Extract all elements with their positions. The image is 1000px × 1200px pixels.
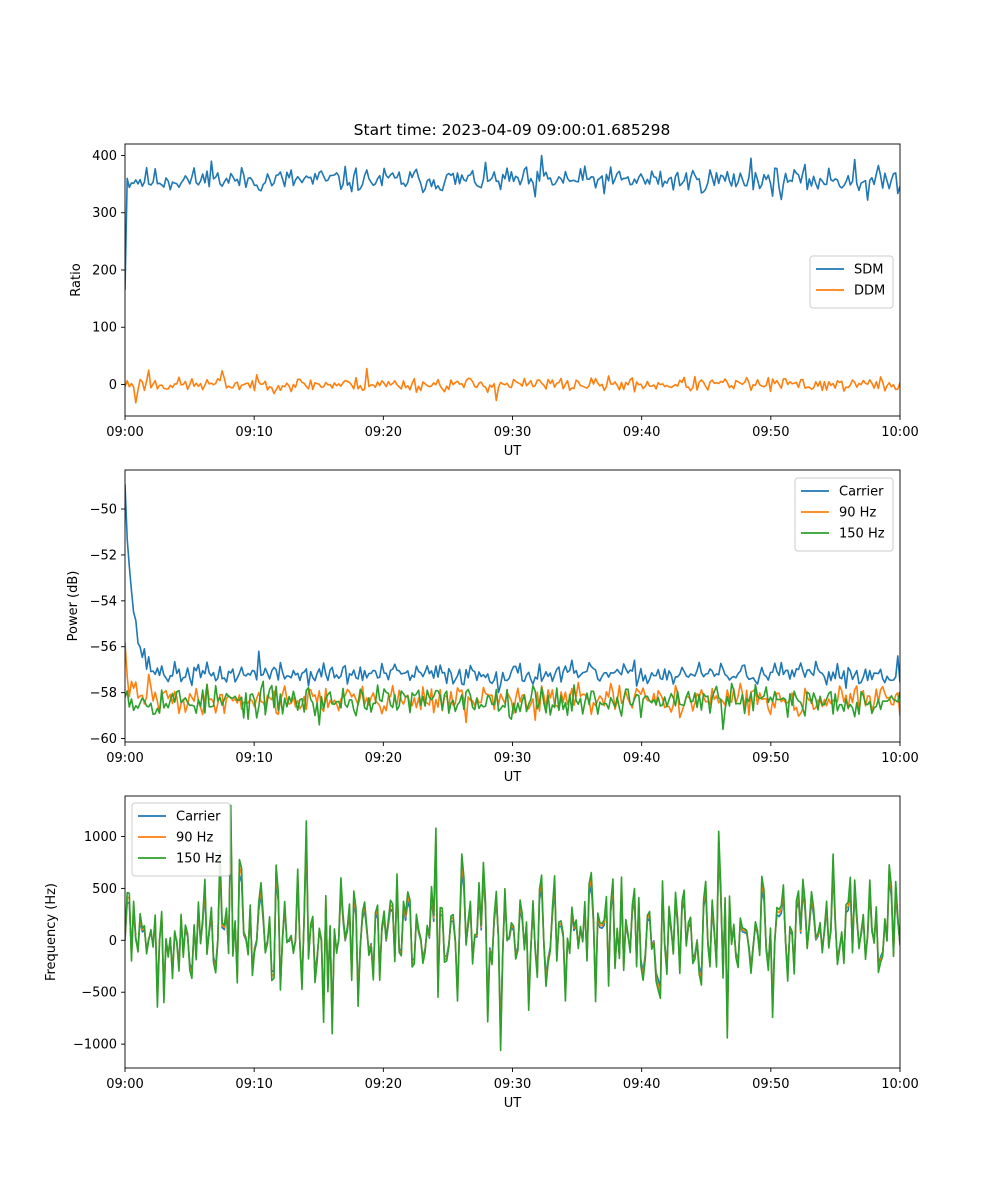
x-tick-label: 09:40 (623, 1077, 660, 1092)
y-tick-label: 500 (92, 882, 117, 897)
y-tick-label: −52 (90, 548, 117, 563)
x-tick-label: 09:00 (106, 1077, 143, 1092)
x-axis-label: UT (504, 770, 522, 785)
x-tick-label: 10:00 (881, 751, 918, 766)
legend: Carrier 90 Hz 150 Hz (794, 477, 894, 552)
legend-entry: SDM (854, 263, 883, 278)
x-tick-label: 09:50 (752, 425, 789, 440)
y-axis-label: Frequency (Hz) (44, 883, 59, 981)
y-axis-label: Power (dB) (66, 571, 81, 642)
legend: SDM DDM (809, 255, 894, 309)
y-tick-label: −54 (90, 594, 117, 609)
figure-title: Start time: 2023-04-09 09:00:01.685298 (354, 121, 671, 139)
frequency-subplot: 09:00 09:10 09:20 09:30 09:40 09:50 10:00 −1000… (44, 795, 919, 1111)
y-tick-label: 0 (109, 934, 117, 949)
legend-entry: Carrier (176, 810, 221, 825)
x-tick-label: 09:50 (752, 1077, 789, 1092)
y-tick-label: 200 (92, 263, 117, 278)
plot-area (125, 484, 900, 731)
y-tick-label: 0 (109, 378, 117, 393)
legend-entry: 150 Hz (176, 852, 222, 867)
x-tick-label: 09:30 (494, 425, 531, 440)
x-tick-label: 09:00 (106, 425, 143, 440)
y-tick-label: −56 (90, 640, 117, 655)
legend-entry: 150 Hz (839, 527, 885, 542)
y-tick-label: −500 (81, 986, 117, 1001)
x-tick-label: 09:40 (623, 425, 660, 440)
x-tick-label: 09:50 (752, 751, 789, 766)
y-tick-label: 1000 (84, 830, 117, 845)
x-tick-label: 09:10 (235, 751, 272, 766)
x-tick-label: 09:30 (494, 751, 531, 766)
y-tick-label: −60 (90, 732, 117, 747)
series-line-carrier (125, 829, 900, 1031)
legend-entry: DDM (854, 284, 885, 299)
ratio-subplot: 09:00 09:10 09:20 09:30 09:40 09:50 10:00 0 100 2… (69, 143, 919, 459)
x-tick-label: 09:20 (365, 1077, 402, 1092)
x-tick-label: 10:00 (881, 1077, 918, 1092)
y-tick-label: −58 (90, 686, 117, 701)
x-tick-label: 09:40 (623, 751, 660, 766)
axes-frame (124, 795, 901, 1069)
series-line-150-hz (125, 680, 900, 731)
y-tick-label: 400 (92, 149, 117, 164)
x-axis-label: UT (504, 444, 522, 459)
legend-entry: 90 Hz (839, 506, 876, 521)
x-tick-label: 09:30 (494, 1077, 531, 1092)
x-tick-label: 09:20 (365, 751, 402, 766)
x-tick-label: 10:00 (881, 425, 918, 440)
series-line-ddm (125, 367, 900, 404)
x-axis-label: UT (504, 1096, 522, 1111)
x-tick-label: 09:00 (106, 751, 143, 766)
series-line-sdm (125, 154, 900, 291)
y-tick-label: −50 (90, 503, 117, 518)
y-axis-label: Ratio (69, 263, 84, 296)
x-tick-label: 09:10 (235, 425, 272, 440)
legend-entry: Carrier (839, 485, 884, 500)
series-line-carrier (125, 484, 900, 694)
y-tick-label: −1000 (73, 1038, 117, 1053)
legend: Carrier 90 Hz 150 Hz (131, 802, 231, 877)
legend-entry: 90 Hz (176, 831, 213, 846)
power-subplot: 09:00 09:10 09:20 09:30 09:40 09:50 10:00 −60 −5… (66, 469, 919, 785)
x-tick-label: 09:20 (365, 425, 402, 440)
plot-area (125, 804, 900, 1052)
series-line-150-hz (125, 804, 900, 1052)
y-tick-label: 300 (92, 206, 117, 221)
plot-area (125, 154, 900, 404)
x-tick-label: 09:10 (235, 1077, 272, 1092)
y-tick-label: 100 (92, 321, 117, 336)
